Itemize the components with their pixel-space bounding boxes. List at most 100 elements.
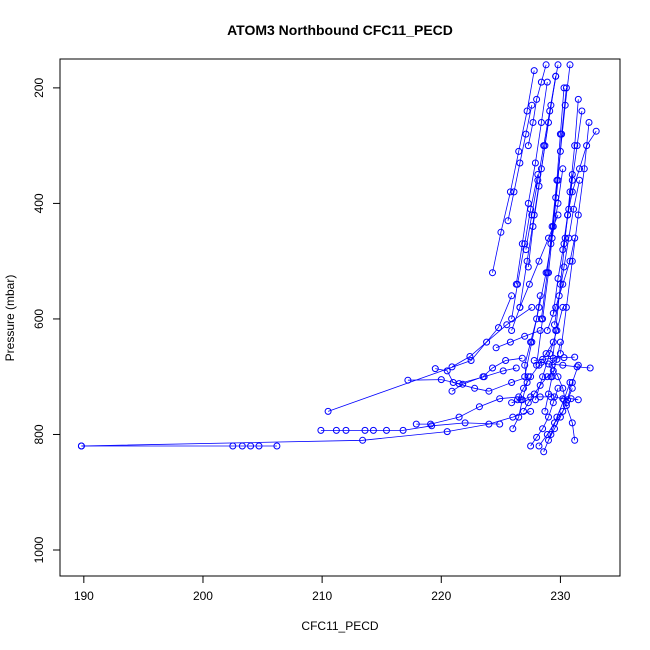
data-point [524, 263, 532, 271]
data-point [551, 393, 558, 401]
data-point [543, 373, 551, 381]
data-point [496, 395, 504, 403]
series-line-2 [327, 295, 512, 412]
data-point [324, 407, 332, 415]
data-point [502, 357, 510, 364]
data-point [369, 426, 377, 434]
data-point [568, 419, 576, 427]
data-point [467, 357, 475, 364]
data-point [455, 413, 463, 421]
series-layer [77, 61, 600, 456]
data-point [559, 303, 567, 311]
data-point [77, 442, 85, 450]
x-tick-label: 190 [74, 589, 94, 603]
data-point [255, 442, 263, 450]
data-point [543, 327, 551, 334]
data-point [508, 315, 516, 323]
data-point [556, 413, 564, 421]
y-tick-label: 600 [32, 309, 46, 329]
data-point [521, 332, 529, 340]
data-point [566, 257, 574, 265]
data-point [554, 275, 562, 282]
data-point [560, 396, 568, 404]
data-point [559, 361, 567, 369]
data-point [559, 384, 567, 392]
data-point [496, 420, 504, 428]
data-point [528, 101, 536, 109]
chart-title: ATOM3 Northbound CFC11_PECD [227, 22, 453, 38]
data-point [508, 399, 516, 407]
data-point [535, 257, 543, 265]
data-point [539, 373, 547, 381]
data-point [549, 309, 557, 317]
data-point [573, 363, 581, 371]
data-point [503, 321, 511, 329]
data-point [568, 171, 576, 178]
data-point [566, 61, 574, 69]
data-point [527, 442, 535, 450]
data-point [523, 379, 531, 386]
series-line-39 [527, 64, 547, 146]
series-line-33 [544, 342, 561, 412]
series-line-34 [523, 370, 554, 412]
data-point [556, 147, 564, 155]
data-point [539, 425, 547, 433]
data-point [475, 403, 483, 411]
series-line-41 [552, 174, 573, 314]
data-point [539, 355, 547, 363]
data-point [492, 344, 500, 352]
data-point [536, 327, 544, 334]
data-point [585, 119, 593, 126]
data-point [542, 61, 550, 69]
data-point [562, 84, 570, 92]
series-line-18 [511, 214, 559, 331]
data-point [506, 188, 514, 196]
data-point [568, 257, 576, 265]
data-point [554, 61, 562, 69]
data-point [528, 303, 536, 311]
data-point [528, 338, 536, 346]
data-point [524, 142, 532, 150]
data-point [574, 361, 582, 369]
data-point [471, 384, 479, 392]
data-point [576, 176, 583, 184]
data-point [342, 426, 350, 434]
data-point [560, 354, 568, 362]
data-point [499, 367, 507, 375]
data-point [559, 280, 567, 288]
data-point [512, 364, 520, 372]
series-line-30 [550, 64, 571, 244]
data-point [592, 127, 600, 135]
data-point [576, 165, 583, 173]
data-point [521, 373, 529, 381]
series-line-40 [507, 105, 533, 221]
data-point [448, 363, 456, 371]
data-point [508, 327, 516, 334]
data-point [562, 303, 570, 311]
data-point [561, 101, 569, 109]
data-point [574, 211, 582, 219]
data-point [273, 442, 281, 450]
data-point [537, 78, 545, 86]
data-point [552, 194, 560, 202]
data-point [573, 142, 581, 150]
data-point [553, 355, 561, 363]
data-point [404, 376, 412, 384]
data-point [317, 426, 325, 434]
data-point [537, 315, 545, 323]
data-point [332, 426, 340, 434]
data-point [531, 396, 539, 404]
data-point [534, 171, 542, 178]
y-axis-label: Pressure (mbar) [3, 275, 17, 362]
data-point [448, 387, 456, 395]
data-point [497, 228, 505, 236]
data-point [542, 350, 550, 358]
data-point [556, 350, 564, 358]
data-point [560, 240, 568, 248]
data-point [536, 381, 544, 389]
data-point [361, 426, 369, 434]
series-line-32 [511, 174, 539, 319]
data-point [527, 205, 535, 213]
data-point [541, 407, 549, 415]
series-line-19 [524, 168, 564, 377]
